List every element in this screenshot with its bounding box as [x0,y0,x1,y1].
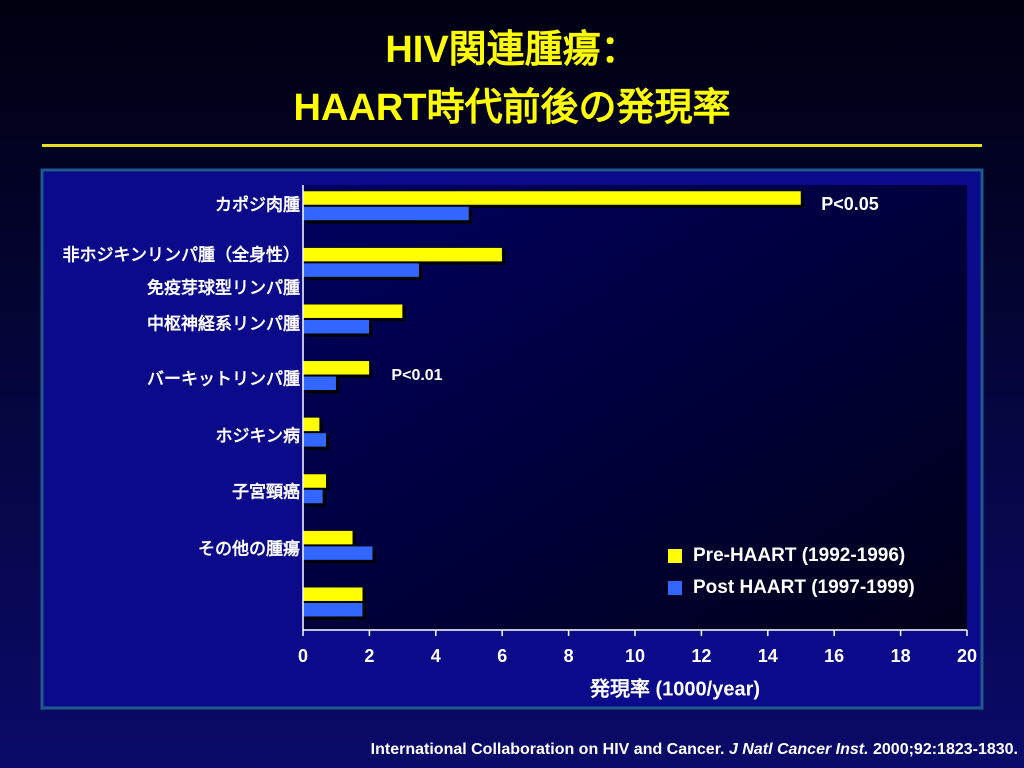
x-tick-label: 20 [957,646,977,666]
category-label: 中枢神経系リンパ腫 [147,313,300,333]
annotation: P<0.05 [821,194,879,214]
title-line: HIV関連腫瘍： [385,29,638,71]
bar [302,473,327,489]
category-label: 非ホジキンリンパ腫（全身性） [63,244,301,264]
category-label: ホジキン病 [216,425,301,445]
x-tick-label: 6 [497,646,507,666]
bar [302,417,320,432]
bar [302,190,802,206]
x-tick-label: 4 [431,646,441,666]
bar [302,586,364,602]
annotation: P<0.01 [391,367,442,384]
x-tick-label: 0 [298,646,308,666]
legend-swatch [668,549,682,563]
source-part: International Collaboration on HIV and C… [371,741,729,758]
bar [302,360,370,376]
x-tick-label: 18 [891,646,911,666]
source-part: J Natl Cancer Inst. [729,741,869,758]
bar [302,432,327,448]
x-axis-label: 発現率 (1000/year) [589,676,760,700]
bar [302,545,373,561]
x-tick-label: 10 [625,646,645,666]
x-tick-label: 14 [758,646,778,666]
source-part: 2000;92:1823-1830. [869,741,1018,758]
category-label: カポジ肉腫 [215,194,300,214]
source: International Collaboration on HIV and C… [371,741,1018,758]
category-label: その他の腫瘍 [198,538,300,558]
bar [302,303,403,319]
x-tick-label: 16 [824,646,844,666]
title-rule [42,144,982,147]
category-label: 子宮頸癌 [232,481,300,501]
x-tick-label: 12 [691,646,711,666]
legend-label: Post HAART (1997-1999) [693,577,915,598]
title-line: HAART時代前後の発現率 [294,87,731,129]
bar [302,247,503,262]
bar [302,602,364,617]
bar [302,376,337,391]
category-label: バーキットリンパ腫 [147,368,300,388]
bar [302,319,370,334]
x-tick-label: 2 [364,646,374,666]
category-label: 免疫芽球型リンパ腫 [147,277,300,297]
bar [302,206,470,221]
x-tick-label: 8 [564,646,574,666]
bar [302,489,324,504]
legend-swatch [668,581,682,595]
bar [302,262,420,278]
bar [302,530,354,545]
legend-label: Pre-HAART (1992-1996) [693,545,905,566]
